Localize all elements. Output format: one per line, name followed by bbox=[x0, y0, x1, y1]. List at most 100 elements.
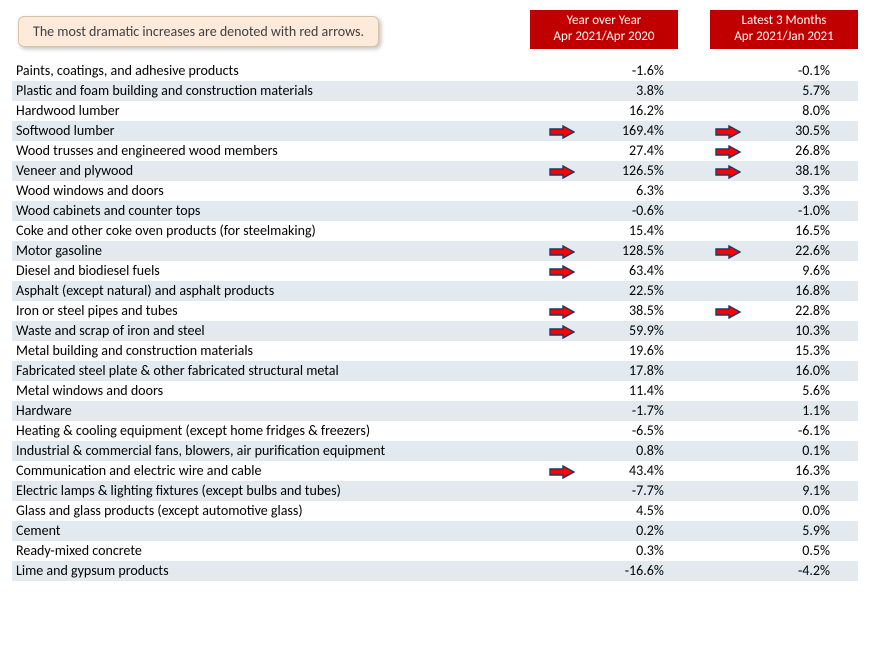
arrow-l3m bbox=[710, 281, 748, 301]
row-label: Wood windows and doors bbox=[12, 181, 544, 201]
value-yoy: 59.9% bbox=[581, 321, 692, 341]
table-row: Veneer and plywood 126.5% 38.1% bbox=[12, 161, 858, 181]
col-l3m-line1: Latest 3 Months bbox=[716, 13, 852, 29]
row-label: Coke and other coke oven products (for s… bbox=[12, 221, 544, 241]
arrow-yoy bbox=[544, 321, 582, 341]
arrow-yoy bbox=[544, 541, 582, 561]
arrow-yoy bbox=[544, 361, 582, 381]
table-row: Wood cabinets and counter tops -0.6% -1.0% bbox=[12, 201, 858, 221]
arrow-l3m bbox=[710, 141, 748, 161]
arrow-yoy bbox=[544, 501, 582, 521]
arrow-yoy bbox=[544, 81, 582, 101]
value-yoy: 3.8% bbox=[581, 81, 692, 101]
table-row: Wood trusses and engineered wood members… bbox=[12, 141, 858, 161]
arrow-yoy bbox=[544, 461, 582, 481]
table-row: Asphalt (except natural) and asphalt pro… bbox=[12, 281, 858, 301]
arrow-yoy bbox=[544, 101, 582, 121]
row-label: Metal building and construction material… bbox=[12, 341, 544, 361]
arrow-l3m bbox=[710, 521, 748, 541]
arrow-yoy bbox=[544, 341, 582, 361]
value-l3m: -6.1% bbox=[747, 421, 858, 441]
value-l3m: 0.5% bbox=[747, 541, 858, 561]
row-label: Glass and glass products (except automot… bbox=[12, 501, 544, 521]
arrow-yoy bbox=[544, 561, 582, 581]
row-label: Veneer and plywood bbox=[12, 161, 544, 181]
row-label: Hardware bbox=[12, 401, 544, 421]
value-l3m: 16.0% bbox=[747, 361, 858, 381]
value-yoy: -1.6% bbox=[581, 61, 692, 81]
value-yoy: 0.2% bbox=[581, 521, 692, 541]
row-label: Waste and scrap of iron and steel bbox=[12, 321, 544, 341]
value-yoy: 63.4% bbox=[581, 261, 692, 281]
arrow-l3m bbox=[710, 541, 748, 561]
col-yoy-line1: Year over Year bbox=[536, 13, 672, 29]
row-label: Electric lamps & lighting fixtures (exce… bbox=[12, 481, 544, 501]
value-yoy: 22.5% bbox=[581, 281, 692, 301]
value-yoy: 19.6% bbox=[581, 341, 692, 361]
arrow-l3m bbox=[710, 81, 748, 101]
arrow-l3m bbox=[710, 321, 748, 341]
value-yoy: 0.3% bbox=[581, 541, 692, 561]
arrow-l3m bbox=[710, 341, 748, 361]
arrow-yoy bbox=[544, 221, 582, 241]
row-label: Communication and electric wire and cabl… bbox=[12, 461, 544, 481]
arrow-l3m bbox=[710, 261, 748, 281]
value-yoy: 27.4% bbox=[581, 141, 692, 161]
row-label: Ready-mixed concrete bbox=[12, 541, 544, 561]
arrow-l3m bbox=[710, 241, 748, 261]
arrow-yoy bbox=[544, 61, 582, 81]
table-row: Iron or steel pipes and tubes38.5%22.8% bbox=[12, 301, 858, 321]
value-l3m: 9.6% bbox=[747, 261, 858, 281]
arrow-l3m bbox=[710, 181, 748, 201]
arrow-l3m bbox=[710, 461, 748, 481]
value-l3m: -4.2% bbox=[747, 561, 858, 581]
value-yoy: 126.5% bbox=[581, 161, 692, 181]
row-label: Plastic and foam building and constructi… bbox=[12, 81, 544, 101]
arrow-l3m bbox=[710, 61, 748, 81]
column-header-yoy: Year over Year Apr 2021/Apr 2020 bbox=[530, 10, 678, 49]
arrow-l3m bbox=[710, 401, 748, 421]
row-label: Heating & cooling equipment (except home… bbox=[12, 421, 544, 441]
value-yoy: -6.5% bbox=[581, 421, 692, 441]
value-l3m: 38.1% bbox=[747, 161, 858, 181]
arrow-yoy bbox=[544, 301, 582, 321]
arrow-l3m bbox=[710, 501, 748, 521]
row-label: Diesel and biodiesel fuels bbox=[12, 261, 544, 281]
arrow-l3m bbox=[710, 361, 748, 381]
value-yoy: 169.4% bbox=[581, 121, 692, 141]
row-label: Wood cabinets and counter tops bbox=[12, 201, 544, 221]
table-row: Fabricated steel plate & other fabricate… bbox=[12, 361, 858, 381]
table-row: Ready-mixed concrete 0.3% 0.5% bbox=[12, 541, 858, 561]
arrow-l3m bbox=[710, 301, 748, 321]
value-l3m: 16.5% bbox=[747, 221, 858, 241]
col-l3m-line2: Apr 2021/Jan 2021 bbox=[716, 29, 852, 45]
table-row: Coke and other coke oven products (for s… bbox=[12, 221, 858, 241]
value-l3m: -1.0% bbox=[747, 201, 858, 221]
table-row: Cement 0.2% 5.9% bbox=[12, 521, 858, 541]
table-row: Hardware-1.7%1.1% bbox=[12, 401, 858, 421]
value-l3m: -0.1% bbox=[747, 61, 858, 81]
row-label: Wood trusses and engineered wood members bbox=[12, 141, 544, 161]
value-yoy: 16.2% bbox=[581, 101, 692, 121]
arrow-yoy bbox=[544, 141, 582, 161]
row-label: Cement bbox=[12, 521, 544, 541]
value-yoy: -0.6% bbox=[581, 201, 692, 221]
value-l3m: 5.9% bbox=[747, 521, 858, 541]
value-l3m: 15.3% bbox=[747, 341, 858, 361]
arrow-yoy bbox=[544, 521, 582, 541]
value-l3m: 5.7% bbox=[747, 81, 858, 101]
row-label: Hardwood lumber bbox=[12, 101, 544, 121]
table-row: Heating & cooling equipment (except home… bbox=[12, 421, 858, 441]
arrow-l3m bbox=[710, 121, 748, 141]
row-label: Industrial & commercial fans, blowers, a… bbox=[12, 441, 544, 461]
value-yoy: -16.6% bbox=[581, 561, 692, 581]
data-table: Paints, coatings, and adhesive products-… bbox=[12, 61, 858, 581]
value-yoy: 15.4% bbox=[581, 221, 692, 241]
value-yoy: 17.8% bbox=[581, 361, 692, 381]
arrow-l3m bbox=[710, 441, 748, 461]
arrow-yoy bbox=[544, 201, 582, 221]
table-row: Waste and scrap of iron and steel59.9%10… bbox=[12, 321, 858, 341]
value-l3m: 0.1% bbox=[747, 441, 858, 461]
table-row: Lime and gypsum products-16.6%-4.2% bbox=[12, 561, 858, 581]
arrow-l3m bbox=[710, 481, 748, 501]
